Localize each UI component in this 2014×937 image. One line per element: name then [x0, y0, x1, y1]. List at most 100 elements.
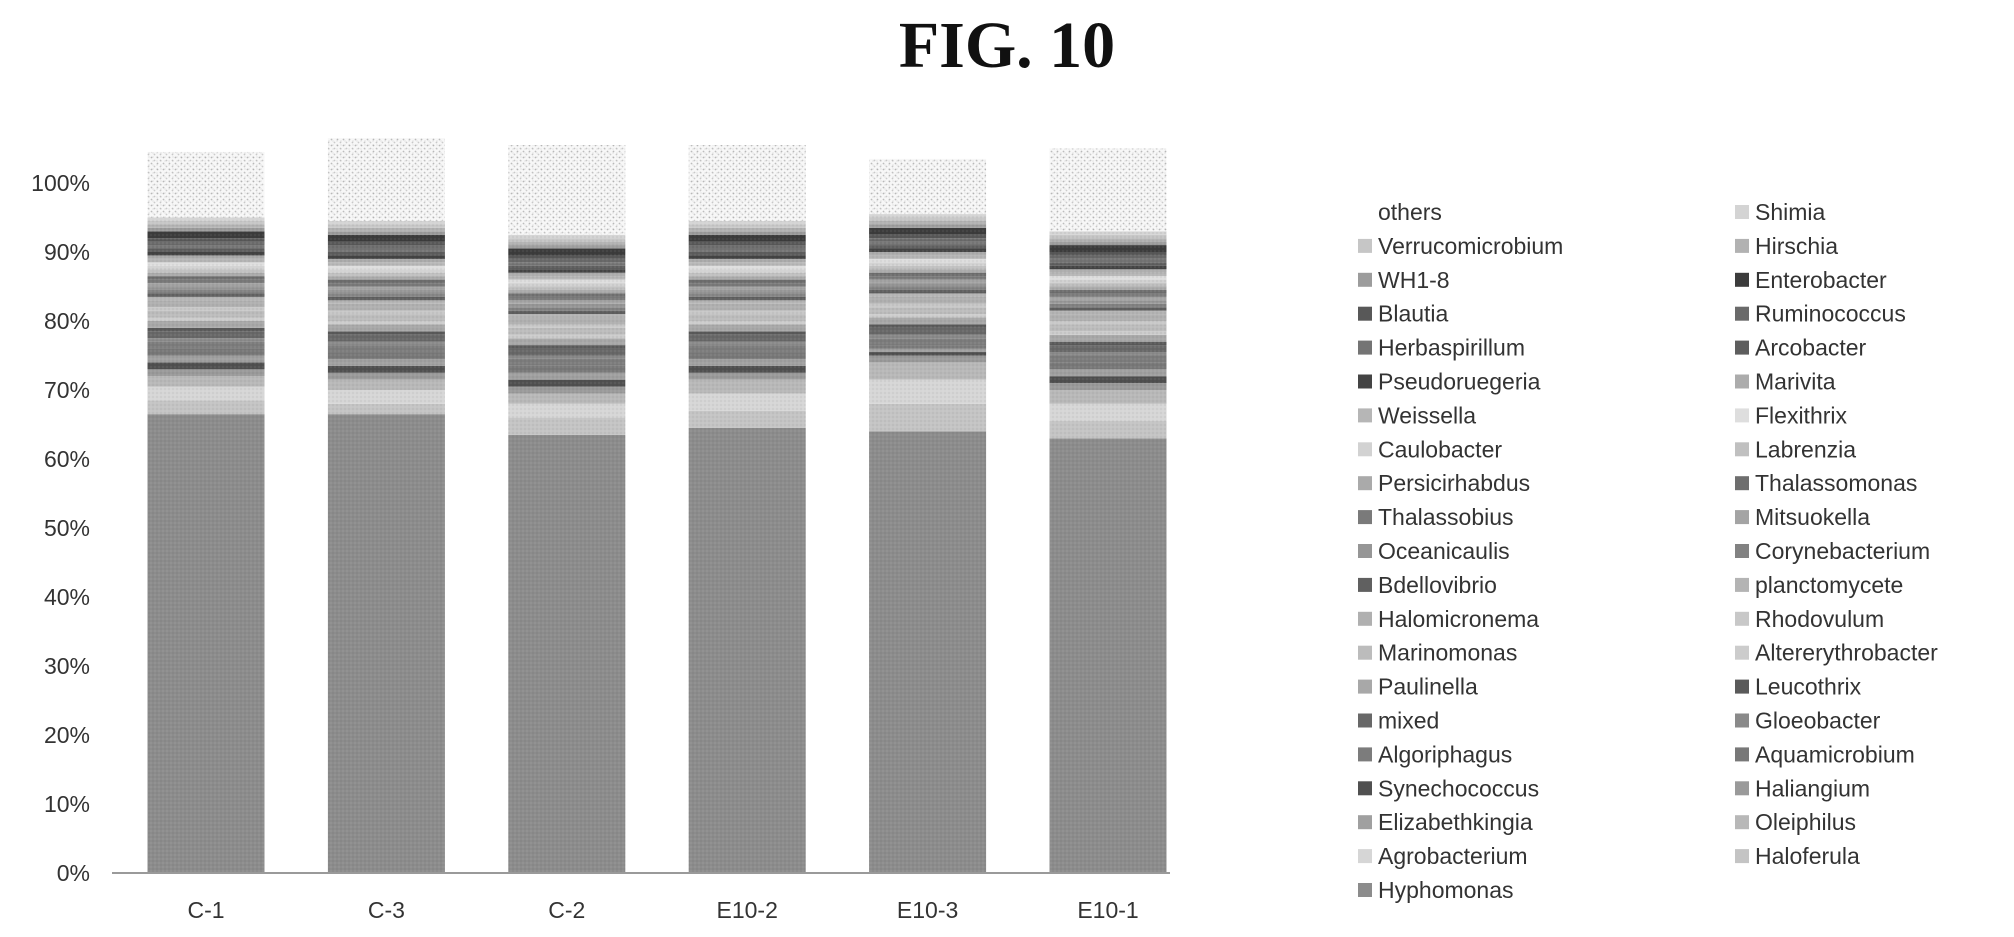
- legend-item-pseudoruegeria: Pseudoruegeria: [1358, 369, 1541, 395]
- legend-swatch: [1358, 883, 1372, 897]
- legend-label: Oceanicaulis: [1378, 538, 1510, 564]
- legend-label: Paulinella: [1378, 674, 1478, 700]
- legend-swatch: [1735, 849, 1749, 864]
- legend-label: Corynebacterium: [1755, 538, 1930, 564]
- legend-label: Marinomonas: [1378, 640, 1517, 666]
- legend-item-paulinella: Paulinella: [1358, 674, 1478, 700]
- legend-label: Hyphomonas: [1378, 877, 1514, 903]
- legend-label: others: [1378, 199, 1442, 225]
- legend-swatch: [1358, 781, 1372, 796]
- y-tick-label: 30%: [44, 653, 90, 679]
- legend-item-corynebacterium: Corynebacterium: [1735, 538, 1930, 564]
- legend-item-thalassobius: Thalassobius: [1358, 504, 1514, 530]
- legend-item-aquamicrobium: Aquamicrobium: [1735, 741, 1915, 767]
- x-tick-label: E10-1: [1077, 897, 1138, 923]
- x-axis: C-1 C-3 C-2 E10-2 E10-3 E10-1: [112, 872, 1170, 923]
- bar-texture: [147, 151, 265, 873]
- legend-item-blautia: Blautia: [1358, 301, 1449, 327]
- legend-swatch: [1358, 611, 1372, 626]
- legend-label: Haliangium: [1755, 775, 1870, 801]
- legend-label: Weissella: [1378, 402, 1476, 428]
- legend-label: Mitsuokella: [1755, 504, 1870, 530]
- legend-label: Hirschia: [1755, 233, 1838, 259]
- legend-item-caulobacter: Caulobacter: [1358, 436, 1502, 462]
- legend-swatch: [1358, 476, 1372, 491]
- legend-item-flexithrix: Flexithrix: [1735, 402, 1848, 428]
- legend-label: Elizabethkingia: [1378, 809, 1533, 835]
- legend-label: WH1-8: [1378, 267, 1450, 293]
- bar-texture: [688, 145, 806, 874]
- y-tick-label: 80%: [44, 308, 90, 334]
- legend-label: Blautia: [1378, 301, 1449, 327]
- legend-label: Labrenzia: [1755, 436, 1856, 462]
- legend-item-others: others: [1378, 199, 1442, 225]
- y-tick-label: 20%: [44, 722, 90, 748]
- legend-item-weissella: Weissella: [1358, 402, 1476, 428]
- legend-item-rhodovulum: Rhodovulum: [1735, 606, 1884, 632]
- legend-swatch: [1358, 374, 1372, 389]
- legend-swatch: [1358, 238, 1372, 253]
- legend-swatch: [1358, 408, 1372, 423]
- legend-item-enterobacter: Enterobacter: [1735, 267, 1887, 293]
- legend-label: Halomicronema: [1378, 606, 1539, 632]
- legend-item-labrenzia: Labrenzia: [1735, 436, 1856, 462]
- legend-item-haliangium: Haliangium: [1735, 775, 1870, 801]
- x-tick-label: E10-3: [897, 897, 958, 923]
- x-tick-label: E10-2: [717, 897, 778, 923]
- legend-label: Altererythrobacter: [1755, 640, 1938, 666]
- legend-swatch: [1735, 205, 1749, 219]
- y-tick-label: 40%: [44, 584, 90, 610]
- legend-swatch: [1735, 713, 1749, 728]
- legend-item-oceanicaulis: Oceanicaulis: [1358, 538, 1510, 564]
- y-tick-label: 90%: [44, 239, 90, 265]
- y-tick-label: 70%: [44, 377, 90, 403]
- legend-item-persicirhabdus: Persicirhabdus: [1358, 470, 1530, 496]
- y-tick-label: 60%: [44, 446, 90, 472]
- legend-label: Marivita: [1755, 369, 1836, 395]
- bar-e10-2: [688, 145, 806, 874]
- legend-swatch: [1358, 747, 1372, 762]
- legend-item-ruminococcus: Ruminococcus: [1735, 301, 1906, 327]
- legend-swatch: [1358, 544, 1372, 558]
- legend-label: Leucothrix: [1755, 674, 1862, 700]
- legend-item-leucothrix: Leucothrix: [1735, 674, 1862, 700]
- bar-c-3: [327, 138, 445, 873]
- legend-swatch: [1735, 781, 1749, 796]
- legend-swatch: [1358, 713, 1372, 728]
- x-tick-label: C-3: [368, 897, 405, 923]
- legend-item-mitsuokella: Mitsuokella: [1735, 504, 1870, 530]
- bar-texture: [1049, 148, 1167, 873]
- y-tick-label: 10%: [44, 791, 90, 817]
- y-tick-label: 0%: [57, 860, 90, 886]
- legend-swatch: [1735, 408, 1749, 423]
- x-tick-label: C-2: [548, 897, 585, 923]
- legend-swatch: [1358, 510, 1372, 525]
- legend-label: Pseudoruegeria: [1378, 369, 1541, 395]
- legend-item-halomicronema: Halomicronema: [1358, 606, 1539, 632]
- legend-label: Caulobacter: [1378, 436, 1502, 462]
- legend-swatch: [1735, 815, 1749, 830]
- figure-title: FIG. 10: [898, 9, 1116, 82]
- legend-swatch: [1735, 510, 1749, 525]
- legend-swatch: [1735, 476, 1749, 491]
- bar-texture: [869, 158, 987, 874]
- legend-swatch: [1358, 577, 1372, 592]
- legend-label: Shimia: [1755, 199, 1826, 225]
- legend-swatch: [1358, 306, 1372, 321]
- legend-item-altererythrobacter: Altererythrobacter: [1735, 640, 1938, 666]
- legend-item-haloferula: Haloferula: [1735, 843, 1860, 869]
- legend: others Shimia Verrucomicrobium Hirschia WH1-…: [1358, 199, 1938, 903]
- legend-label: Herbaspirillum: [1378, 335, 1525, 361]
- legend-label: Enterobacter: [1755, 267, 1887, 293]
- legend-swatch: [1735, 374, 1749, 389]
- legend-label: Rhodovulum: [1755, 606, 1884, 632]
- legend-swatch: [1358, 442, 1372, 457]
- legend-swatch: [1735, 442, 1749, 457]
- legend-label: planctomycete: [1755, 572, 1903, 598]
- legend-item-hyphomonas: Hyphomonas: [1358, 877, 1514, 903]
- legend-label: Bdellovibrio: [1378, 572, 1497, 598]
- legend-item-marivita: Marivita: [1735, 369, 1836, 395]
- legend-item-synechococcus: Synechococcus: [1358, 775, 1539, 801]
- legend-swatch: [1735, 747, 1749, 762]
